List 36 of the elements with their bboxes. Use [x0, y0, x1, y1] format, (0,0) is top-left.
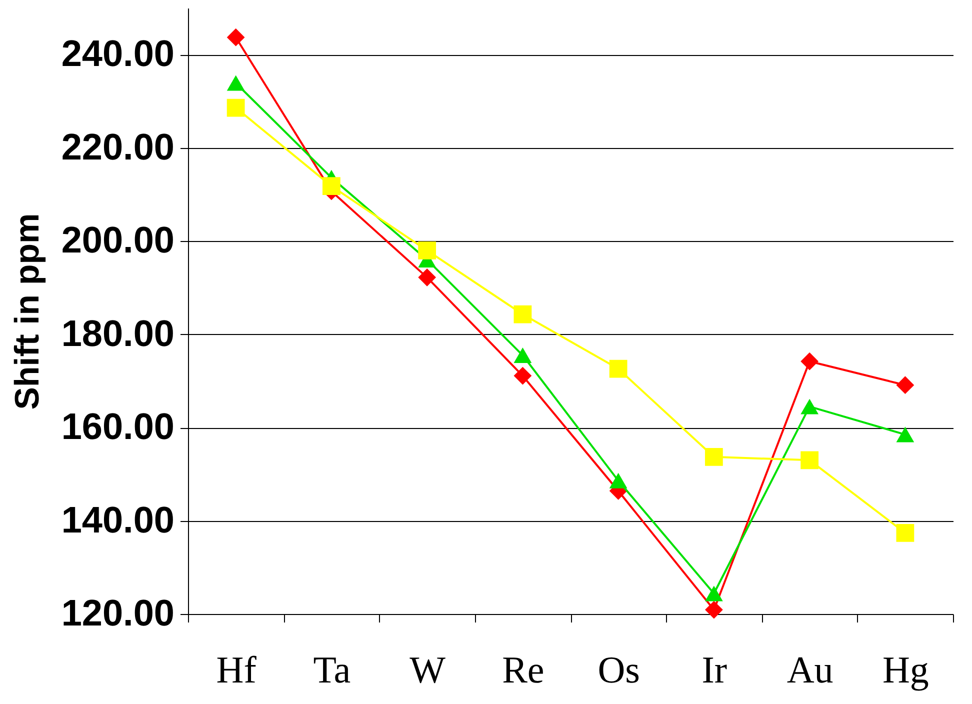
point — [609, 360, 628, 378]
point — [609, 472, 628, 488]
point — [226, 98, 245, 117]
x-tick-label: Hg — [882, 650, 929, 692]
point — [896, 426, 914, 442]
x-tick-label: W — [410, 650, 446, 692]
point — [896, 524, 914, 542]
point — [514, 348, 532, 364]
point — [800, 398, 819, 414]
point — [704, 600, 723, 619]
x-tick-label: Hf — [216, 650, 257, 692]
point — [514, 305, 532, 324]
point — [418, 241, 436, 260]
point — [896, 376, 914, 394]
y-tick-label: 120.00 — [61, 592, 174, 634]
y-tick-label: 220.00 — [61, 126, 174, 168]
y-tick-label: 240.00 — [61, 33, 174, 74]
point — [418, 268, 436, 286]
x-tick-label: Au — [786, 650, 834, 692]
point — [800, 352, 819, 370]
y-tick-label: 200.00 — [61, 220, 174, 261]
y-axis-title: Shift in ppm — [8, 213, 46, 410]
x-tick-label: Ta — [313, 650, 351, 692]
point — [704, 448, 723, 466]
point — [226, 75, 245, 91]
x-tick-label: Ir — [702, 650, 728, 692]
point — [226, 28, 245, 46]
point — [704, 586, 723, 602]
x-tick-label: Os — [598, 650, 640, 692]
point — [800, 451, 819, 470]
point — [322, 177, 340, 196]
x-tick-label: Re — [502, 650, 544, 692]
point — [514, 366, 532, 385]
y-tick-label: 160.00 — [61, 406, 174, 448]
y-tick-label: 140.00 — [61, 499, 174, 540]
y-tick-label: 180.00 — [61, 312, 174, 354]
